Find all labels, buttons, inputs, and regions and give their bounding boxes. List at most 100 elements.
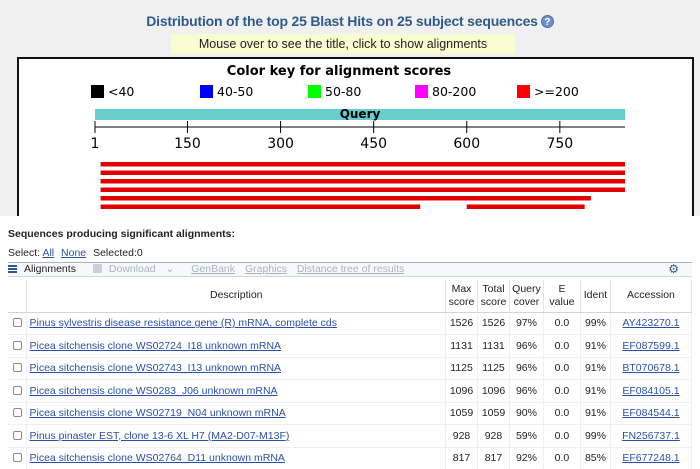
axis-tick-label: 450	[360, 136, 387, 152]
color-key: <40 40-50 50-80 80-200 >=200	[91, 84, 579, 99]
description-link[interactable]: Picea sitchensis clone WS02764_D11 unkno…	[29, 452, 285, 465]
genbank-link[interactable]: GenBank	[191, 263, 236, 275]
header-label: Max	[451, 282, 472, 295]
select-all-link[interactable]: All	[42, 247, 55, 259]
color-key-label: 50-80	[325, 84, 361, 99]
header-label: E	[558, 282, 566, 295]
row-select-cell	[8, 379, 28, 403]
header-label: score	[448, 295, 475, 308]
alignments-button[interactable]: Alignments	[8, 263, 83, 275]
axis-tick-label: 150	[174, 136, 201, 152]
distance-tree-link[interactable]: Distance tree of results	[296, 263, 405, 275]
hit-bar[interactable]	[100, 179, 626, 184]
query-cover-cell: 97%	[509, 312, 544, 335]
table-row: Pinus sylvestris disease resistance gene…	[8, 312, 693, 335]
alignment-graphic-svg[interactable]: Color key for alignment scores <40 40-50 5…	[19, 59, 694, 216]
header-max-score[interactable]: Max score	[445, 280, 478, 313]
total-score-cell: 1125	[477, 357, 510, 380]
e-value-cell: 0.0	[543, 334, 581, 358]
hit-bar[interactable]	[100, 170, 626, 176]
e-value-cell: 0.0	[543, 312, 581, 335]
row-checkbox[interactable]	[12, 430, 22, 440]
total-score-cell: 1059	[477, 402, 510, 425]
hit-bar[interactable]	[100, 187, 626, 193]
max-score-cell: 1526	[445, 312, 478, 335]
description-cell: Picea sitchensis clone WS0283_J06 unknow…	[26, 379, 447, 403]
accession-cell: BT070678.1	[610, 357, 693, 380]
header-description[interactable]: Description	[26, 280, 447, 313]
query-cover-cell: 59%	[509, 424, 544, 448]
color-key-label: 80-200	[432, 84, 476, 99]
query-cover-cell: 90%	[509, 402, 544, 425]
accession-link[interactable]: EF677248.1	[622, 452, 680, 465]
header-total-score[interactable]: Total score	[477, 280, 510, 313]
header-label: value	[549, 295, 575, 308]
row-checkbox[interactable]	[12, 385, 22, 395]
description-link[interactable]: Picea sitchensis clone WS0283_J06 unknow…	[29, 384, 278, 397]
query-cover-cell: 92%	[509, 447, 544, 469]
row-checkbox[interactable]	[12, 340, 22, 350]
hit-bar[interactable]	[100, 204, 421, 210]
download-button[interactable]: Download ⌄	[92, 263, 181, 275]
alignment-graphic[interactable]: Color key for alignment scores <40 40-50 5…	[17, 57, 694, 216]
row-checkbox[interactable]	[12, 408, 22, 418]
accession-link[interactable]: EF084544.1	[622, 407, 680, 420]
graphics-link[interactable]: Graphics	[244, 263, 287, 275]
row-select-cell	[8, 424, 28, 448]
hit-bar[interactable]	[466, 204, 585, 210]
description-link[interactable]: Picea sitchensis clone WS02743_I13 unkno…	[29, 362, 282, 375]
accession-link[interactable]: FN256737.1	[622, 429, 680, 442]
e-value-cell: 0.0	[543, 447, 581, 469]
chevron-down-icon: ⌄	[165, 263, 175, 275]
max-score-cell: 1125	[445, 357, 478, 380]
distribution-title: Distribution of the top 25 Blast Hits on…	[0, 13, 700, 29]
color-key-label: <40	[108, 84, 134, 99]
description-link[interactable]: Picea sitchensis clone WS02719_N04 unkno…	[29, 407, 286, 420]
e-value-cell: 0.0	[543, 424, 581, 448]
color-swatch	[91, 85, 104, 98]
question-icon[interactable]: ?	[540, 15, 554, 28]
header-query-cover[interactable]: Query cover	[509, 280, 544, 313]
description-link[interactable]: Pinus pinaster EST, clone 13-6 XL H7 (MA…	[29, 429, 290, 442]
results-section: Sequences producing significant alignmen…	[0, 216, 700, 469]
max-score-cell: 1059	[445, 402, 478, 425]
row-checkbox[interactable]	[12, 453, 22, 463]
row-select-cell	[8, 312, 28, 335]
accession-link[interactable]: AY423270.1	[622, 317, 680, 330]
description-cell: Pinus pinaster EST, clone 13-6 XL H7 (MA…	[26, 424, 447, 448]
header-label: score	[480, 295, 507, 308]
ident-cell: 91%	[580, 334, 611, 358]
ident-cell: 91%	[580, 402, 611, 425]
table-header-row: Description Max score Total score Query cov…	[8, 280, 693, 313]
table-row: Picea sitchensis clone WS02743_I13 unkno…	[8, 357, 693, 380]
accession-link[interactable]: EF084105.1	[622, 384, 680, 397]
axis-tick-label: 300	[267, 136, 294, 152]
header-ident[interactable]: Ident	[580, 280, 611, 313]
accession-cell: AY423270.1	[610, 312, 693, 335]
row-checkbox[interactable]	[12, 318, 22, 328]
accession-cell: EF084105.1	[610, 379, 693, 403]
gear-icon[interactable]: ⚙	[668, 262, 679, 276]
query-bar	[95, 109, 625, 120]
color-key-label: >=200	[534, 84, 579, 99]
alignments-table: Description Max score Total score Query cov…	[8, 280, 693, 469]
select-none-link[interactable]: None	[61, 247, 87, 259]
description-link[interactable]: Pinus sylvestris disease resistance gene…	[29, 317, 338, 330]
description-cell: Picea sitchensis clone WS02719_N04 unkno…	[26, 402, 447, 425]
description-link[interactable]: Picea sitchensis clone WS02724_I18 unkno…	[29, 339, 282, 352]
max-score-cell: 1096	[445, 379, 478, 403]
hit-bars[interactable]	[100, 162, 626, 210]
accession-link[interactable]: BT070678.1	[622, 362, 680, 375]
header-accession[interactable]: Accession	[610, 280, 693, 313]
alignments-label: Alignments	[24, 263, 76, 275]
hit-bar[interactable]	[100, 196, 591, 201]
row-checkbox[interactable]	[12, 363, 22, 373]
color-swatch	[200, 85, 213, 98]
query-cover-cell: 96%	[509, 379, 544, 403]
total-score-cell: 1096	[477, 379, 510, 403]
header-label: Query	[512, 282, 541, 295]
hit-bar[interactable]	[100, 162, 626, 167]
accession-link[interactable]: EF087599.1	[622, 339, 680, 352]
description-cell: Pinus sylvestris disease resistance gene…	[26, 312, 447, 335]
